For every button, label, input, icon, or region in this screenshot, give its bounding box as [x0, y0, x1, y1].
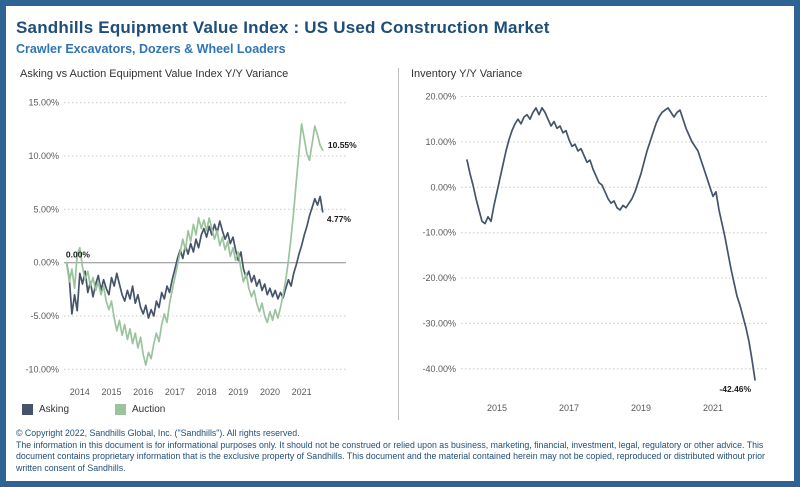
asking-auction-chart: 15.00% 10.00% 5.00% 0.00% -5.00% -10.00% 2014 2… — [25, 98, 357, 397]
asking-swatch-icon — [22, 404, 33, 415]
legend-item-auction: Auction — [115, 404, 165, 415]
svg-text:2016: 2016 — [133, 387, 153, 397]
svg-text:-20.00%: -20.00% — [422, 273, 456, 283]
svg-text:2017: 2017 — [165, 387, 185, 397]
svg-text:20.00%: 20.00% — [425, 92, 456, 102]
svg-text:0.00%: 0.00% — [33, 258, 59, 268]
svg-text:0.00%: 0.00% — [66, 250, 91, 260]
inventory-chart-panel: Inventory Y/Y Variance 20.00% 10.00% 0.00%… — [407, 68, 781, 420]
inventory-chart-title: Inventory Y/Y Variance — [411, 68, 523, 80]
svg-text:10.00%: 10.00% — [425, 137, 456, 147]
svg-text:5.00%: 5.00% — [33, 204, 59, 214]
asking-auction-chart-panel: Asking vs Auction Equipment Value Index … — [16, 68, 390, 415]
auction-swatch-icon — [115, 404, 127, 415]
svg-text:2014: 2014 — [70, 387, 90, 397]
copyright-text: © Copyright 2022, Sandhills Global, Inc.… — [16, 428, 300, 438]
svg-text:-42.46%: -42.46% — [719, 384, 751, 394]
svg-text:2018: 2018 — [197, 387, 217, 397]
svg-text:2020: 2020 — [260, 387, 280, 397]
chart-legend: Asking Auction — [22, 404, 390, 415]
svg-text:4.77%: 4.77% — [327, 214, 352, 224]
svg-text:0.00%: 0.00% — [430, 182, 456, 192]
asking-auction-chart-title: Asking vs Auction Equipment Value Index … — [20, 68, 289, 80]
auction-legend-label: Auction — [132, 404, 166, 415]
footer: © Copyright 2022, Sandhills Global, Inc.… — [16, 428, 784, 474]
svg-text:2015: 2015 — [487, 403, 507, 413]
svg-text:2021: 2021 — [292, 387, 312, 397]
inventory-chart: 20.00% 10.00% 0.00% -10.00% -20.00% -30.00% -4… — [422, 92, 767, 413]
page-title: Sandhills Equipment Value Index : US Use… — [16, 18, 550, 37]
charts-row: Asking vs Auction Equipment Value Index … — [16, 68, 784, 420]
asking-legend-label: Asking — [39, 404, 70, 415]
svg-text:2019: 2019 — [631, 403, 651, 413]
panel-divider — [398, 68, 399, 420]
svg-text:10.55%: 10.55% — [328, 140, 357, 150]
svg-text:-30.00%: -30.00% — [422, 318, 456, 328]
disclaimer-text: The information in this document is for … — [16, 440, 765, 473]
svg-text:2015: 2015 — [101, 387, 121, 397]
svg-text:2021: 2021 — [703, 403, 723, 413]
svg-text:2017: 2017 — [559, 403, 579, 413]
svg-text:-5.00%: -5.00% — [30, 311, 59, 321]
svg-text:2019: 2019 — [228, 387, 248, 397]
svg-text:10.00%: 10.00% — [28, 151, 59, 161]
header: Sandhills Equipment Value Index : US Use… — [16, 18, 784, 56]
svg-text:15.00%: 15.00% — [28, 98, 59, 108]
svg-text:-10.00%: -10.00% — [25, 364, 59, 374]
svg-text:-40.00%: -40.00% — [422, 364, 456, 374]
svg-text:-10.00%: -10.00% — [422, 228, 456, 238]
page-subtitle: Crawler Excavators, Dozers & Wheel Loade… — [16, 42, 286, 56]
legend-item-asking: Asking — [22, 404, 69, 415]
